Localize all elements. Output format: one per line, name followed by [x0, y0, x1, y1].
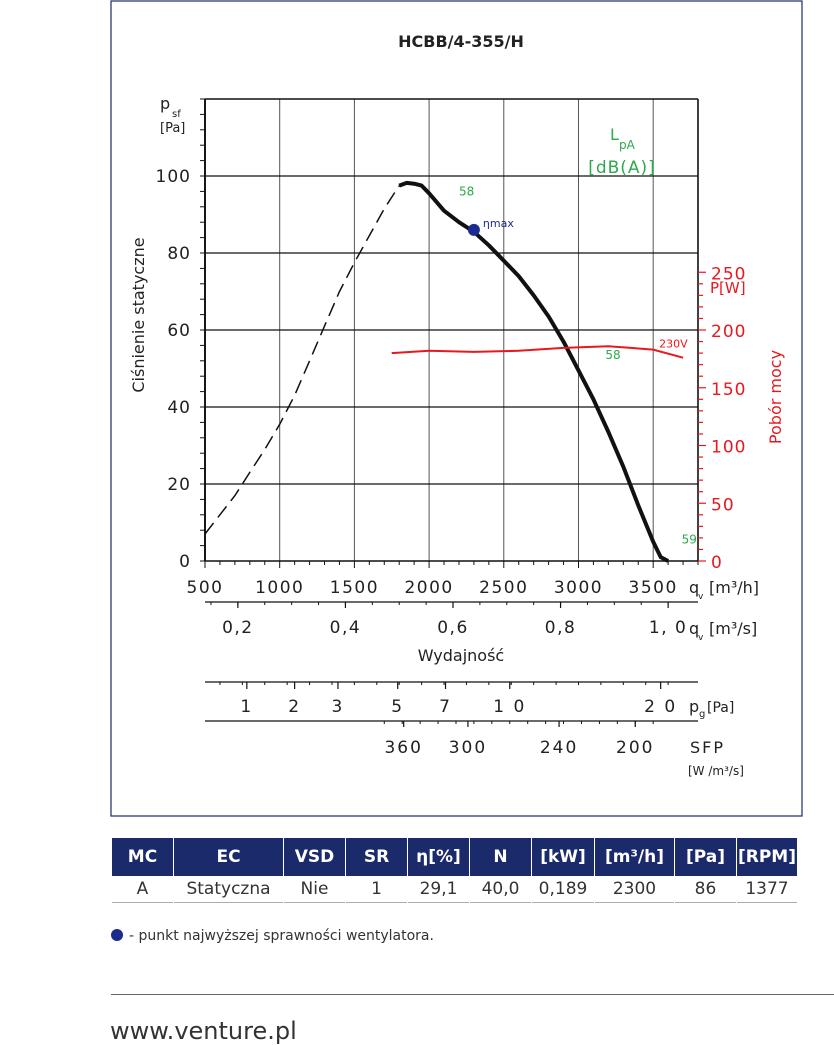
chart-title: HCBB/4-355/H [398, 32, 524, 51]
pg-tick-label: 2 [288, 697, 301, 717]
y-tick-label: 100 [156, 167, 191, 187]
legend-note-text: - punkt najwyższej sprawności wentylator… [129, 928, 434, 944]
header-rpm: [RPM] [737, 838, 797, 876]
cell-sr: 1 [346, 876, 407, 903]
header-kw: [kW] [532, 838, 594, 876]
sfp-axis-label: SFP [690, 738, 725, 757]
unstable-range-dashed-line [204, 185, 400, 535]
cell-mc: A [112, 876, 173, 903]
y-axis-unit: [Pa] [160, 121, 185, 136]
x-tick-label-m3s: 1, 0 [649, 618, 687, 638]
grid [200, 98, 699, 568]
cell-eta: 29,1 [408, 876, 469, 903]
x-tick-label-m3h: 500 [187, 578, 224, 598]
y-axis-symbol: p [160, 94, 170, 113]
x-axis-m3h-sub: v [698, 592, 704, 602]
x-axis-m3h-unit: [m³/h] [709, 578, 759, 597]
header-n: N [470, 838, 531, 876]
y-axis-label: Ciśnienie statyczne [129, 237, 148, 392]
header-sr: SR [346, 838, 407, 876]
header-m3h: [m³/h] [595, 838, 674, 876]
pg-tick-label: 2 0 [644, 697, 677, 717]
x-tick-label-m3s: 0,2 [222, 618, 254, 638]
cell-pa: 86 [675, 876, 736, 903]
spec-table: MC EC VSD SR η[%] N [kW] [m³/h] [Pa] [RP… [111, 838, 798, 903]
power-axis-label: Pobór mocy [766, 350, 785, 444]
cell-n: 40,0 [470, 876, 531, 903]
footer-divider [111, 994, 834, 995]
x-tick-label-m3s: 0,4 [330, 618, 362, 638]
power-tick-label: 100 [711, 438, 746, 458]
y-tick-label: 60 [167, 321, 191, 341]
x-tick-label-m3h: 1500 [330, 578, 379, 598]
y-axis-symbol-sub: sf [172, 109, 181, 120]
fan-performance-chart: HCBB/4-355/H 0 20 40 60 80 100 p sf [Pa] Ciśnienie… [110, 0, 803, 817]
sound-label-symbol: L [610, 125, 619, 144]
power-axis-unit: P[W] [710, 279, 746, 297]
eta-max-label: ηmax [483, 217, 514, 230]
sound-label-unit: [dB(A)] [588, 158, 656, 178]
cell-kw: 0,189 [532, 876, 594, 903]
cell-m3h: 2300 [595, 876, 674, 903]
sound-level-label: 58 [605, 348, 620, 362]
x-axis-m3s-symbol: q [689, 619, 699, 638]
power-curve-line [391, 345, 684, 359]
sfp-tick-label: 360 [384, 738, 422, 758]
pg-axis-sub: g [699, 709, 705, 720]
table-row: A Statyczna Nie 1 29,1 40,0 0,189 2300 8… [112, 876, 797, 903]
x-axis-m3s-sub: v [698, 633, 704, 643]
pg-tick-label: 7 [439, 697, 452, 717]
pg-tick-label: 1 [240, 697, 253, 717]
power-series-label: 230V [659, 338, 688, 351]
pg-tick-label: 3 [332, 697, 345, 717]
sfp-tick-label: 300 [449, 738, 487, 758]
power-axis [698, 271, 706, 562]
y-tick-label: 40 [167, 398, 191, 418]
power-tick-label: 0 [711, 553, 723, 573]
header-eta: η[%] [408, 838, 469, 876]
efficiency-point-icon [111, 929, 123, 941]
x-axis-m3h-symbol: q [689, 578, 699, 597]
sound-label-sub: pA [619, 138, 636, 152]
header-ec: EC [174, 838, 283, 876]
cell-ec: Statyczna [174, 876, 283, 903]
header-pa: [Pa] [675, 838, 736, 876]
sound-level-label: 59 [682, 533, 697, 547]
pg-tick-label: 5 [391, 697, 404, 717]
table-header-row: MC EC VSD SR η[%] N [kW] [m³/h] [Pa] [RP… [112, 838, 797, 876]
chart-canvas: HCBB/4-355/H020406080100psf[Pa]Ciśnienie… [110, 0, 803, 817]
footer-url: www.venture.pl [110, 1017, 297, 1045]
x-tick-label-m3s: 0,8 [545, 618, 577, 638]
x-tick-label-m3h: 1000 [255, 578, 304, 598]
chart-border [110, 0, 803, 817]
cell-vsd: Nie [284, 876, 345, 903]
power-tick-label: 50 [711, 495, 735, 515]
x-tick-label-m3h: 2500 [479, 578, 528, 598]
pg-axis-unit: [Pa] [707, 700, 734, 716]
eta-max-point [467, 223, 480, 236]
x-tick-label-m3h: 3500 [629, 578, 678, 598]
cell-rpm: 1377 [737, 876, 797, 903]
header-vsd: VSD [284, 838, 345, 876]
power-tick-label: 200 [711, 322, 746, 342]
fan-curve-line [398, 180, 670, 563]
x-tick-label-m3h: 3000 [554, 578, 603, 598]
power-tick-label: 250 [711, 264, 746, 284]
legend-note: - punkt najwyższej sprawności wentylator… [111, 928, 434, 944]
x-axis-label: Wydajność [418, 646, 504, 665]
pg-axis-symbol: p [689, 697, 699, 716]
y-tick-label: 20 [167, 475, 191, 495]
sfp-axis-unit: [W /m³/s] [688, 764, 744, 778]
pg-tick-label: 1 0 [493, 697, 526, 717]
sfp-tick-label: 200 [616, 738, 654, 758]
sound-level-label: 58 [459, 184, 474, 198]
x-tick-label-m3h: 2000 [404, 578, 453, 598]
y-tick-label: 0 [179, 552, 191, 572]
x-tick-label-m3s: 0,6 [437, 618, 469, 638]
power-tick-label: 150 [711, 380, 746, 400]
sfp-tick-label: 240 [540, 738, 578, 758]
x-axis-m3s-unit: [m³/s] [709, 619, 757, 638]
y-tick-label: 80 [167, 244, 191, 264]
header-mc: MC [112, 838, 173, 876]
